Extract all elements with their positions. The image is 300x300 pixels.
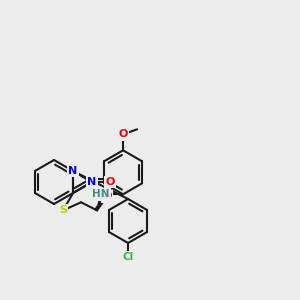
Text: HN: HN (92, 189, 110, 199)
Text: O: O (118, 129, 128, 139)
Text: Cl: Cl (122, 252, 134, 262)
Text: N: N (88, 177, 97, 187)
Text: N: N (68, 166, 78, 176)
Text: O: O (102, 191, 112, 201)
Text: S: S (59, 205, 67, 215)
Text: O: O (105, 177, 115, 187)
